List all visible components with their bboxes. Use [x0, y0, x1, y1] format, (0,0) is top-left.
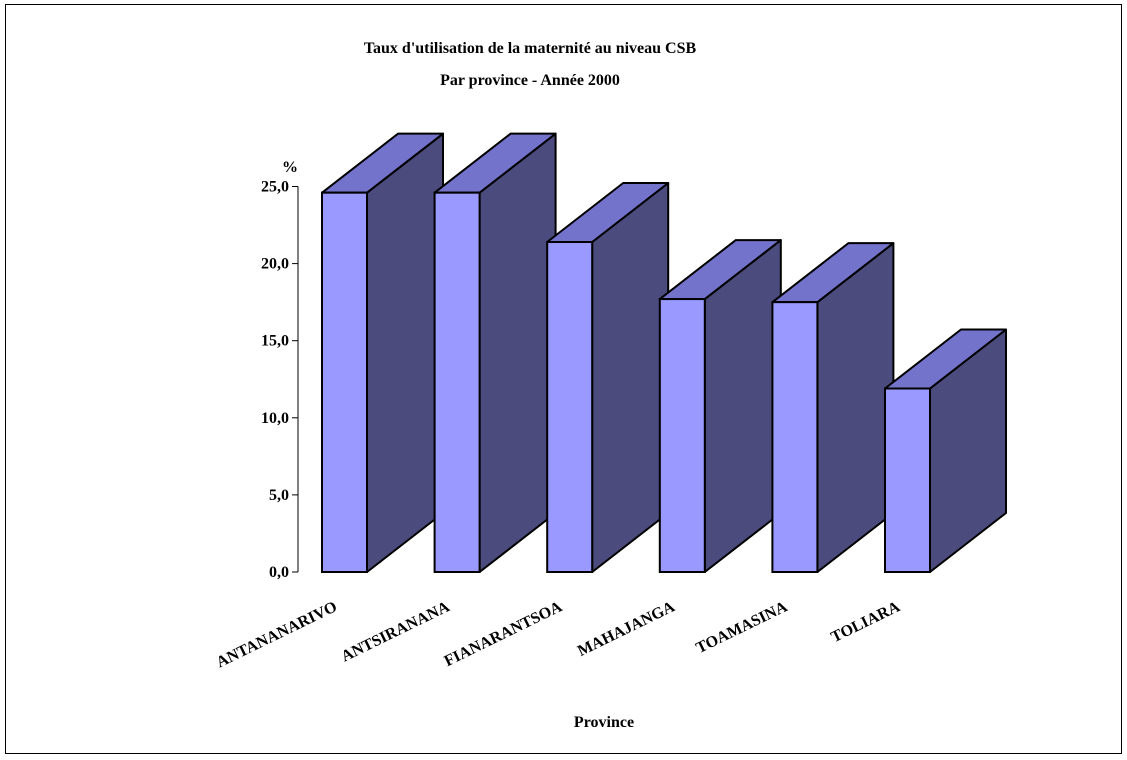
y-tick-label: 5,0 — [269, 487, 289, 504]
bar — [546, 182, 670, 573]
bar-front — [546, 241, 594, 573]
bars — [321, 132, 1007, 574]
bar-front — [658, 298, 706, 573]
bar — [658, 239, 782, 573]
chart-subtitle: Par province - Année 2000 — [440, 72, 620, 89]
bar — [884, 328, 1007, 574]
bar-front — [771, 301, 819, 573]
y-tick-label: 20,0 — [261, 256, 289, 273]
x-axis-label: Province — [574, 714, 634, 731]
bar-side — [366, 132, 444, 573]
bar-chart: Taux d'utilisation de la maternité au ni… — [214, 40, 1007, 731]
bar-side — [478, 132, 557, 573]
bar — [321, 132, 444, 573]
y-axis: 0,0 5,0 10,0 15,0 20,0 25,0 — [261, 179, 299, 581]
bar-front — [321, 191, 368, 573]
category-label: ANTSIRANANA — [339, 598, 453, 665]
bar-side — [591, 182, 670, 573]
category-label: TOLIARA — [828, 598, 903, 646]
bar — [433, 132, 557, 573]
y-tick-label: 0,0 — [269, 564, 289, 581]
category-label: FIANARANTSOA — [442, 598, 566, 670]
y-tick-label: 15,0 — [261, 333, 289, 350]
y-tick-label: 25,0 — [261, 179, 289, 196]
chart-frame: Taux d'utilisation de la maternité au ni… — [5, 4, 1122, 754]
bar-front — [433, 191, 481, 573]
category-label: MAHAJANGA — [575, 598, 678, 660]
bar — [771, 242, 895, 573]
bar-front — [884, 387, 931, 574]
category-label: ANTANANARIVO — [214, 598, 340, 671]
chart-title: Taux d'utilisation de la maternité au ni… — [364, 40, 697, 57]
y-tick-label: 10,0 — [261, 410, 289, 427]
category-label: TOAMASINA — [693, 598, 790, 657]
y-axis-label: % — [282, 159, 298, 176]
